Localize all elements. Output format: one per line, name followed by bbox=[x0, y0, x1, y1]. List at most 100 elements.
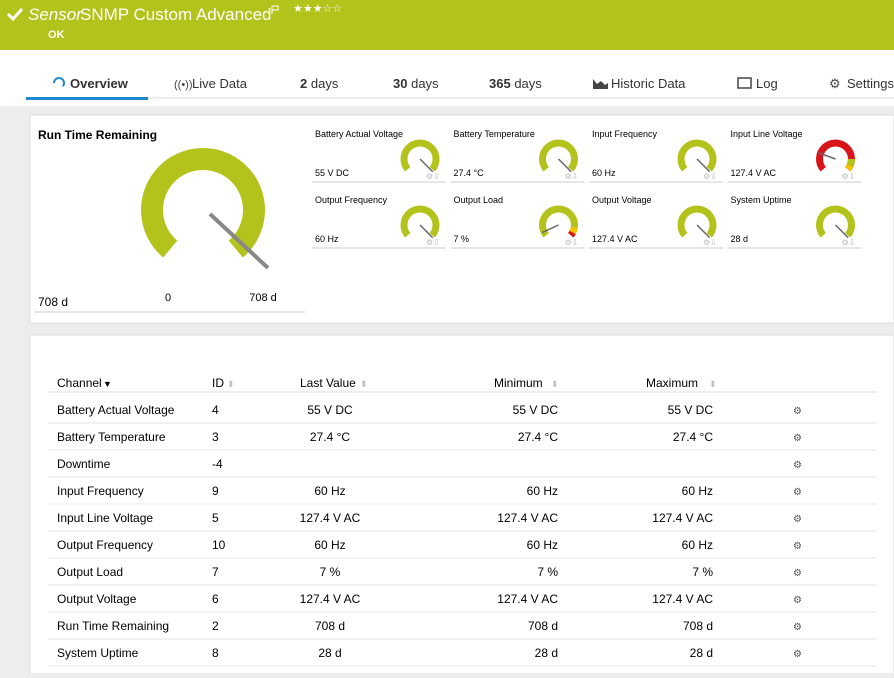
cell: Battery Actual Voltage bbox=[57, 403, 175, 417]
channel-settings-icon[interactable]: ⚙ bbox=[793, 487, 802, 498]
gauge-value: 127.4 V AC bbox=[592, 234, 638, 244]
cell: 55 V DC bbox=[668, 403, 714, 417]
tab-label[interactable]: Overview bbox=[70, 76, 129, 91]
tab[interactable]: Settings bbox=[847, 76, 894, 91]
gauge-tools[interactable]: ⚙⇩ bbox=[842, 238, 856, 247]
gauge-needle bbox=[541, 224, 559, 234]
tab-count[interactable]: 2 bbox=[300, 76, 307, 91]
gauge-tools[interactable]: ⚙⇩ bbox=[703, 238, 717, 247]
channel-settings-icon[interactable]: ⚙ bbox=[793, 622, 802, 633]
gauge-ring bbox=[816, 205, 855, 238]
cell: 5 bbox=[212, 511, 219, 525]
cell: 28 d bbox=[535, 646, 558, 660]
sensor-status: OK bbox=[48, 29, 65, 41]
cell: Downtime bbox=[57, 457, 111, 471]
tab-icon bbox=[593, 79, 608, 89]
tab[interactable]: 2 days bbox=[300, 76, 339, 91]
tab[interactable]: Overview bbox=[70, 76, 129, 91]
gauge-ring-zone bbox=[569, 226, 578, 235]
channel-settings-icon[interactable]: ⚙ bbox=[793, 595, 802, 606]
cell: 127.4 V AC bbox=[652, 592, 713, 606]
channel-settings-icon[interactable]: ⚙ bbox=[793, 541, 802, 552]
cell: Input Frequency bbox=[57, 484, 144, 498]
tab[interactable]: Live Data bbox=[192, 76, 248, 91]
sensor-kind: Sensor bbox=[28, 5, 83, 24]
cell: 708 d bbox=[683, 619, 713, 633]
cell: 127.4 V AC bbox=[300, 511, 361, 525]
gauge-tools[interactable]: ⚙⇩ bbox=[426, 238, 440, 247]
gauge-name: Output Load bbox=[454, 195, 504, 205]
column-header[interactable]: Minimum bbox=[494, 376, 543, 390]
cell: 708 d bbox=[528, 619, 558, 633]
status-check bbox=[6, 7, 24, 22]
gauge-value: 28 d bbox=[731, 234, 749, 244]
channel-settings-icon[interactable]: ⚙ bbox=[793, 406, 802, 417]
cell: 127.4 V AC bbox=[300, 592, 361, 606]
sort-indicator: ▼ bbox=[103, 379, 112, 389]
cell: Output Load bbox=[57, 565, 123, 579]
channel-settings-icon[interactable]: ⚙ bbox=[793, 649, 802, 660]
active-tab-indicator bbox=[26, 97, 148, 100]
gauge-name: Battery Actual Voltage bbox=[315, 129, 403, 139]
priority-stars[interactable]: ★★★☆☆ bbox=[293, 3, 342, 15]
cell: 60 Hz bbox=[527, 484, 558, 498]
cell: 60 Hz bbox=[682, 484, 713, 498]
channel-settings-icon[interactable]: ⚙ bbox=[793, 514, 802, 525]
cell: 55 V DC bbox=[307, 403, 353, 417]
sort-indicator: ⬍ bbox=[360, 379, 368, 389]
column-header[interactable]: ID bbox=[212, 376, 224, 390]
cell: 55 V DC bbox=[513, 403, 559, 417]
gauge-tools[interactable]: ⚙⇩ bbox=[842, 172, 856, 181]
channel-settings-icon[interactable]: ⚙ bbox=[793, 460, 802, 471]
tab[interactable]: Historic Data bbox=[611, 76, 686, 91]
cell: 6 bbox=[212, 592, 219, 606]
tab-icon bbox=[53, 77, 65, 87]
gauge-tools[interactable]: ⚙⇩ bbox=[565, 172, 579, 181]
flag-icon[interactable] bbox=[271, 5, 279, 14]
gauge-tools[interactable]: ⚙⇩ bbox=[426, 172, 440, 181]
gauge-ring bbox=[400, 205, 440, 238]
cell: 9 bbox=[212, 484, 219, 498]
cell: 2 bbox=[212, 619, 219, 633]
channel-settings-icon[interactable]: ⚙ bbox=[793, 568, 802, 579]
gauge-name: Input Frequency bbox=[592, 129, 658, 139]
tab[interactable]: 365 days bbox=[489, 76, 542, 91]
column-header[interactable]: Channel bbox=[57, 376, 102, 390]
tab[interactable]: Log bbox=[756, 76, 778, 91]
tab[interactable]: 30 days bbox=[393, 76, 439, 91]
gauge-tools[interactable]: ⚙⇩ bbox=[703, 172, 717, 181]
cell: Output Frequency bbox=[57, 538, 153, 552]
cell: 127.4 V AC bbox=[497, 592, 558, 606]
tab-label[interactable]: Log bbox=[756, 76, 778, 91]
channel-settings-icon[interactable]: ⚙ bbox=[793, 433, 802, 444]
cell: 10 bbox=[212, 538, 226, 552]
tab-count[interactable]: 30 bbox=[393, 76, 407, 91]
tab-label[interactable]: days bbox=[514, 76, 542, 91]
tab-label[interactable]: Historic Data bbox=[611, 76, 686, 91]
tab-label[interactable]: days bbox=[411, 76, 439, 91]
cell: 60 Hz bbox=[314, 484, 345, 498]
cell: Output Voltage bbox=[57, 592, 137, 606]
cell: Run Time Remaining bbox=[57, 619, 169, 633]
sensor-title: SNMP Custom Advanced bbox=[80, 5, 272, 24]
gauge-tools[interactable]: ⚙⇩ bbox=[565, 238, 579, 247]
cell: 4 bbox=[212, 403, 219, 417]
cell: 3 bbox=[212, 430, 219, 444]
tab-count[interactable]: 365 bbox=[489, 76, 511, 91]
cell: System Uptime bbox=[57, 646, 139, 660]
column-header[interactable]: Last Value bbox=[300, 376, 356, 390]
gauge-name: Battery Temperature bbox=[454, 129, 535, 139]
main-gauge-ring bbox=[141, 148, 265, 258]
cell: 27.4 °C bbox=[673, 430, 713, 444]
main-gauge-max: 708 d bbox=[249, 292, 277, 304]
tab-label[interactable]: Live Data bbox=[192, 76, 248, 91]
gauge-name: Input Line Voltage bbox=[731, 129, 803, 139]
header-bar bbox=[0, 0, 894, 50]
column-header[interactable]: Maximum bbox=[646, 376, 698, 390]
gauge-needle bbox=[834, 224, 849, 239]
tab-label[interactable]: days bbox=[311, 76, 339, 91]
gauge-ring bbox=[539, 205, 578, 238]
tab-label[interactable]: Settings bbox=[847, 76, 894, 91]
